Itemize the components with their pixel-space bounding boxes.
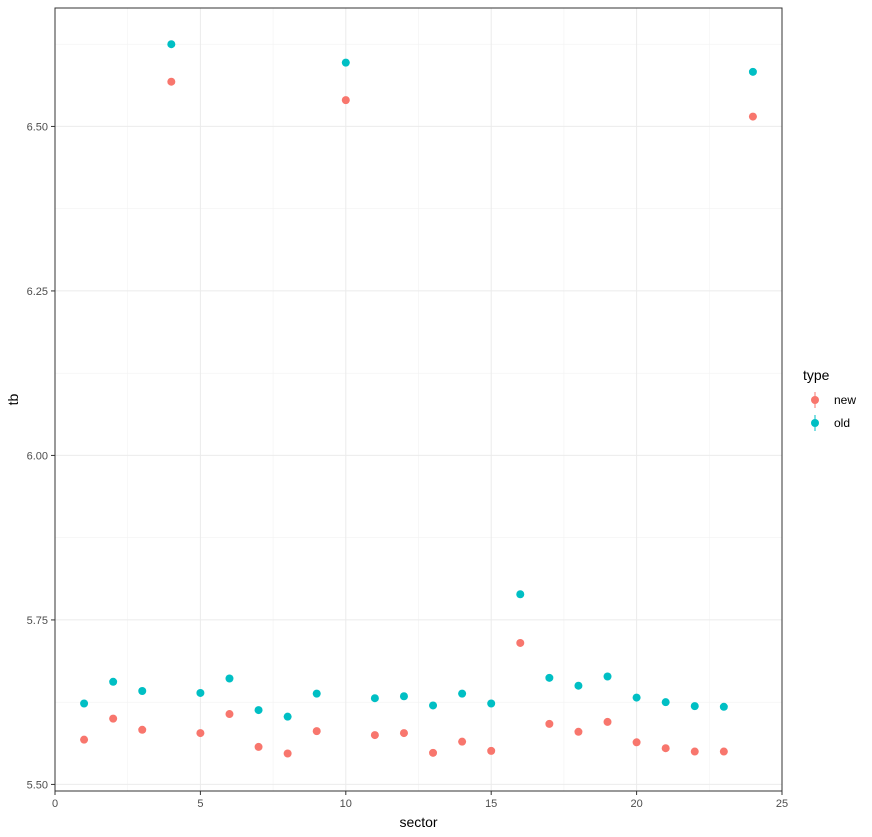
point-old [487, 699, 496, 708]
x-tick-label: 20 [630, 798, 642, 810]
point-new [429, 748, 438, 757]
point-old [312, 689, 321, 698]
point-old [603, 672, 612, 681]
x-tick-label: 0 [52, 798, 58, 810]
point-new [516, 638, 525, 647]
point-new [167, 77, 176, 86]
x-tick-label: 5 [197, 798, 203, 810]
point-new [632, 738, 641, 747]
point-new [719, 747, 728, 756]
point-new [399, 729, 408, 738]
legend-item-new: new [811, 392, 856, 408]
data-points [80, 40, 757, 758]
point-old [516, 590, 525, 599]
point-old [109, 677, 118, 686]
legend-item-old: old [811, 415, 850, 431]
point-old [429, 701, 438, 710]
point-old [225, 674, 234, 683]
point-new [574, 727, 583, 736]
point-old [661, 698, 670, 707]
minor-gridlines [55, 8, 782, 791]
point-old [341, 58, 350, 67]
point-old [138, 686, 147, 695]
legend: type new old [803, 367, 856, 431]
x-tick-label: 25 [776, 798, 788, 810]
point-old [254, 706, 263, 715]
point-new [603, 717, 612, 726]
x-tick-label: 10 [340, 798, 352, 810]
point-old [80, 699, 89, 708]
point-old [283, 712, 292, 721]
point-new [225, 710, 234, 719]
point-old [167, 40, 176, 49]
point-new [341, 96, 350, 105]
y-tick-label: 6.50 [27, 121, 48, 133]
point-new [138, 725, 147, 734]
y-tick-label: 6.25 [27, 286, 48, 298]
x-tick-label: 15 [485, 798, 497, 810]
point-old [719, 702, 728, 711]
legend-title: type [803, 367, 830, 383]
point-new [283, 749, 292, 758]
point-old [399, 692, 408, 701]
y-tick-label: 6.00 [27, 450, 48, 462]
panel-border [54, 7, 783, 792]
point-new [254, 742, 263, 751]
point-old [370, 694, 379, 703]
point-old [690, 702, 699, 711]
point-old [458, 689, 467, 698]
legend-key-point [811, 396, 819, 404]
legend-key-point [811, 419, 819, 427]
point-old [574, 681, 583, 690]
x-axis: 0 5 10 15 20 25 [52, 791, 788, 810]
point-new [690, 747, 699, 756]
point-new [80, 735, 89, 744]
point-old [545, 673, 554, 682]
y-tick-label: 5.75 [27, 615, 48, 627]
point-new [196, 729, 205, 738]
point-old [632, 693, 641, 702]
y-axis-title: tb [5, 393, 21, 405]
point-new [312, 727, 321, 736]
y-axis: 5.50 5.75 6.00 6.25 6.50 [27, 121, 55, 791]
point-new [661, 744, 670, 753]
y-tick-label: 5.50 [27, 779, 48, 791]
legend-label: new [834, 393, 856, 407]
point-new [748, 112, 757, 121]
legend-label: old [834, 416, 850, 430]
point-old [196, 688, 205, 697]
point-old [748, 67, 757, 76]
point-new [487, 746, 496, 755]
point-new [458, 737, 467, 746]
point-new [370, 731, 379, 740]
point-new [109, 714, 118, 723]
point-new [545, 719, 554, 728]
x-axis-title: sector [399, 814, 437, 830]
